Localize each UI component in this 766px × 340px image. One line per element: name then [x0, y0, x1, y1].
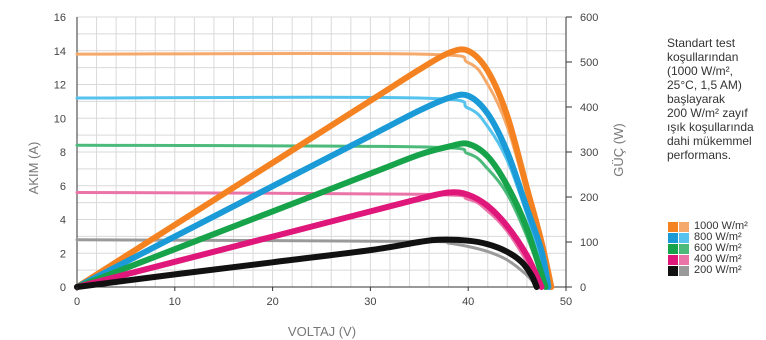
power-curve-200 [74, 236, 540, 290]
current-curve-400 [75, 191, 543, 289]
legend-label: 400 W/m² [694, 253, 742, 265]
y2-tick-label: 100 [580, 237, 598, 249]
y-tick-label: 4 [60, 215, 66, 227]
legend-label: 200 W/m² [694, 264, 742, 276]
y2-tick-label: 0 [580, 282, 586, 294]
chart-ticks: 0 10 20 30 40 5002468101214160100200300400500… [54, 12, 599, 308]
x-tick-label: 0 [74, 296, 80, 308]
legend-swatch-current [679, 254, 689, 265]
legend-label: 600 W/m² [694, 242, 742, 254]
legend-item: 1000 W/m² [668, 221, 748, 232]
y-tick-label: 10 [54, 113, 66, 125]
legend-swatch-power [668, 265, 678, 276]
legend-swatch-current [679, 232, 689, 243]
y2-tick-label: 500 [580, 57, 598, 69]
legend-swatch-power [668, 232, 678, 243]
legend-item: 200 W/m² [668, 265, 748, 276]
y-tick-label: 6 [60, 181, 66, 193]
legend-swatch-power [668, 221, 678, 232]
x-tick-label: 10 [169, 296, 181, 308]
y2-tick-label: 600 [580, 12, 598, 24]
chart-legend: 1000 W/m² 800 W/m² 600 W/m² 400 W/m² 200 W/m… [668, 221, 748, 276]
legend-item: 600 W/m² [668, 243, 748, 254]
power-curve-600 [74, 140, 549, 290]
y-axis-title: AKIM (A) [26, 142, 41, 195]
power-curve-400 [74, 189, 545, 290]
legend-item: 800 W/m² [668, 232, 748, 243]
legend-swatch-current [679, 243, 689, 254]
power-curve-1000 [74, 46, 555, 290]
legend-item: 400 W/m² [668, 254, 748, 265]
x-axis-title: VOLTAJ (V) [288, 324, 356, 339]
legend-swatch-power [668, 254, 678, 265]
x-tick-label: 50 [560, 296, 572, 308]
y2-tick-label: 400 [580, 102, 598, 114]
y-tick-label: 12 [54, 80, 66, 92]
legend-label: 1000 W/m² [694, 220, 748, 232]
y-tick-label: 2 [60, 248, 66, 260]
current-curve-600 [75, 143, 547, 289]
y-tick-label: 16 [54, 12, 66, 24]
current-curve-200 [75, 238, 539, 289]
y2-axis-title: GÜÇ (W) [611, 123, 626, 176]
x-tick-label: 30 [364, 296, 376, 308]
y-tick-label: 0 [60, 282, 66, 294]
y-tick-label: 8 [60, 147, 66, 159]
y2-tick-label: 300 [580, 147, 598, 159]
legend-swatch-power [668, 243, 678, 254]
power-curve-800 [74, 91, 552, 290]
x-tick-label: 20 [266, 296, 278, 308]
current-curve-800 [75, 95, 550, 289]
legend-swatch-current [679, 221, 689, 232]
y2-tick-label: 200 [580, 192, 598, 204]
legend-swatch-current [679, 265, 689, 276]
chart-curves [74, 46, 555, 290]
y-tick-label: 14 [54, 46, 66, 58]
x-tick-label: 40 [462, 296, 474, 308]
side-note: Standart test koşullarından (1000 W/m², … [667, 36, 754, 162]
legend-label: 800 W/m² [694, 231, 742, 243]
